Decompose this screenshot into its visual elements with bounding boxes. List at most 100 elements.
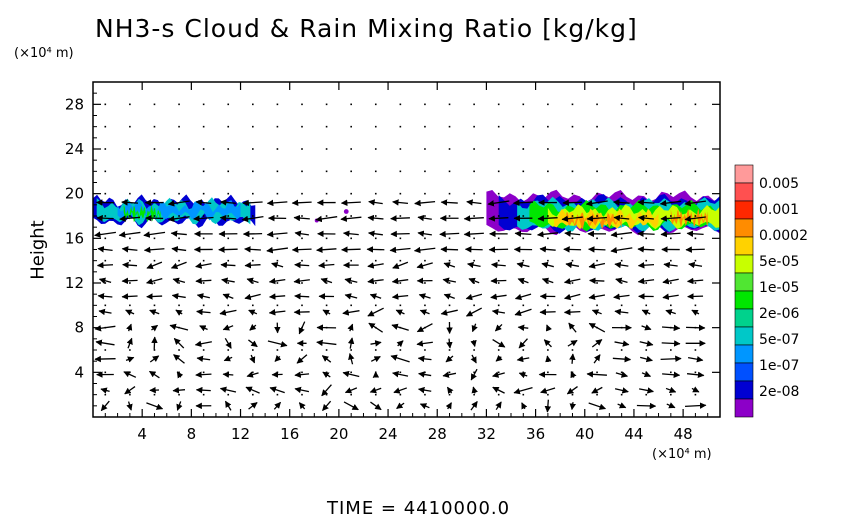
- wind-vector: [617, 402, 627, 409]
- grid-dot: [325, 304, 328, 307]
- wind-vector: [219, 309, 237, 316]
- grid-dot: [522, 259, 525, 262]
- grid-dot: [276, 148, 279, 150]
- grid-dot: [522, 237, 525, 240]
- wind-vector: [221, 277, 235, 284]
- wind-vector: [615, 371, 629, 378]
- wind-vector: [368, 199, 383, 206]
- wind-vector: [148, 370, 160, 379]
- y-axis-unit: (×10⁴ m): [14, 46, 74, 61]
- wind-vector: [445, 355, 454, 363]
- grid-dot: [178, 349, 180, 351]
- grid-dot: [645, 125, 648, 128]
- x-tick-label: 8: [187, 425, 197, 443]
- grid-dot: [522, 393, 525, 396]
- grid-dot: [276, 259, 279, 262]
- wind-vector: [471, 323, 478, 333]
- colorbar-label: 5e-05: [759, 254, 799, 270]
- wind-vector: [591, 339, 603, 348]
- wind-vector: [322, 400, 332, 411]
- wind-vector: [175, 309, 183, 316]
- grid-dot: [399, 237, 402, 240]
- x-tick-label: 36: [526, 425, 545, 443]
- grid-dot: [153, 371, 156, 374]
- grid-dot: [227, 282, 230, 284]
- grid-dot: [350, 148, 352, 150]
- grid-dot: [301, 125, 303, 128]
- wind-vector: [488, 215, 509, 222]
- colorbar: 0.005 0.001 0.0002 5e-05 1e-05 2e-06 5e-07 1e-0…: [734, 164, 808, 418]
- wind-vector: [518, 338, 528, 349]
- grid-dot: [325, 371, 328, 374]
- grid-dot: [596, 215, 598, 217]
- wind-vector: [614, 308, 629, 316]
- grid-dot: [153, 170, 156, 173]
- wind-vector: [125, 356, 135, 363]
- grid-dot: [153, 237, 156, 240]
- grid-dot: [424, 237, 426, 240]
- grid-dot: [448, 148, 451, 150]
- grid-dot: [104, 170, 107, 173]
- wind-vector: [293, 277, 310, 285]
- grid-dot: [547, 192, 549, 195]
- wind-vector: [446, 338, 453, 349]
- wind-vector: [659, 199, 682, 207]
- chart-title: NH3-s Cloud & Rain Mixing Ratio [kg/kg]: [95, 14, 638, 43]
- wind-vector: [490, 277, 507, 285]
- colorbar-swatch: [734, 236, 754, 256]
- grid-dot: [694, 125, 697, 128]
- grid-dot: [620, 349, 623, 351]
- wind-vector: [686, 230, 704, 237]
- grid-dot: [325, 125, 328, 128]
- grid-dot: [227, 148, 230, 150]
- wind-vector: [121, 199, 138, 206]
- wind-vector: [637, 214, 654, 222]
- grid-dot: [325, 237, 328, 240]
- grid-dot: [301, 304, 303, 307]
- grid-dot: [670, 237, 672, 240]
- grid-dot: [252, 192, 254, 195]
- grid-dot: [104, 215, 107, 217]
- grid-dot: [252, 349, 254, 351]
- grid-dot: [448, 393, 451, 396]
- wind-vector: [563, 278, 581, 285]
- grid-dot: [645, 259, 648, 262]
- wind-vector: [417, 355, 432, 363]
- wind-vector: [416, 323, 433, 333]
- wind-vector: [687, 293, 704, 300]
- wind-vector: [219, 386, 237, 393]
- grid-dot: [645, 393, 648, 396]
- grid-dot: [620, 259, 623, 262]
- grid-dot: [645, 215, 648, 217]
- wind-vector: [143, 246, 165, 254]
- wind-vector: [392, 261, 409, 269]
- wind-vector: [94, 325, 116, 332]
- wind-vector: [614, 261, 629, 269]
- grid-dot: [473, 304, 475, 307]
- wind-vector: [173, 338, 185, 349]
- wind-vector: [641, 309, 651, 316]
- grid-dot: [178, 259, 180, 262]
- grid-dot: [350, 393, 352, 396]
- grid-dot: [202, 148, 205, 150]
- wind-vector: [224, 337, 232, 349]
- wind-vector: [369, 387, 382, 394]
- grid-dot: [252, 148, 254, 150]
- wind-vector: [248, 402, 258, 410]
- grid-dot: [374, 170, 377, 173]
- wind-vector: [121, 277, 138, 285]
- grid-dot: [202, 125, 205, 128]
- grid-dot: [325, 103, 328, 106]
- wind-vector: [637, 199, 655, 206]
- grid-dot: [276, 371, 279, 374]
- grid-dot: [153, 192, 156, 195]
- grid-dot: [473, 237, 475, 240]
- wind-vector: [443, 262, 456, 269]
- grid-dot: [350, 259, 352, 262]
- wind-vector: [369, 293, 382, 300]
- grid-dot: [178, 125, 180, 128]
- colorbar-swatch: [734, 254, 754, 274]
- grid-dot: [399, 125, 402, 128]
- wind-vector: [97, 293, 113, 300]
- grid-dot: [448, 192, 451, 195]
